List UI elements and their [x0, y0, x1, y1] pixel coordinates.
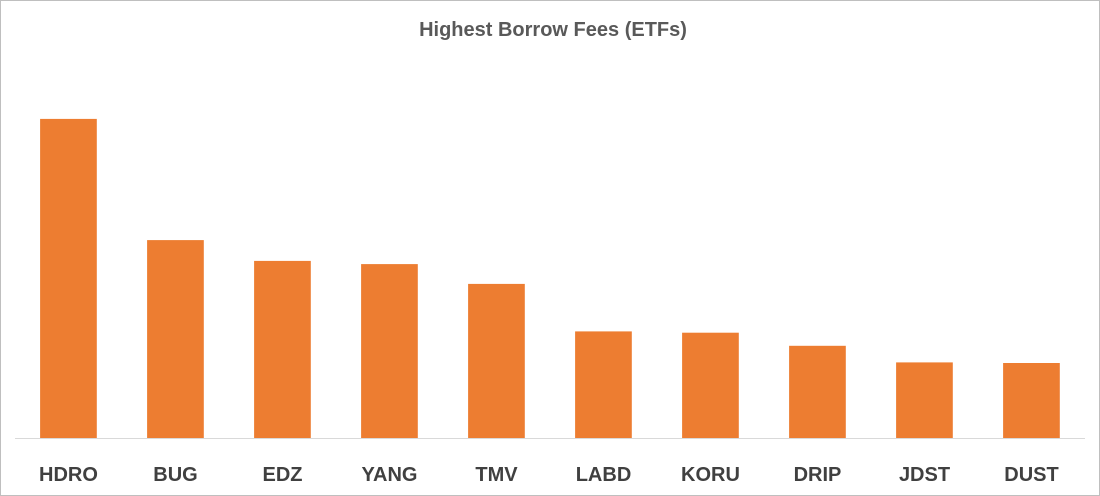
bar-bug [147, 240, 204, 438]
x-tick-labels: HDRO BUG EDZ YANG TMV LABD KORU DRIP JDST DUST [39, 464, 1059, 486]
bar-hdro [40, 118, 97, 439]
x-tick-label-tmv: TMV [475, 464, 518, 486]
bar-koru [682, 332, 739, 438]
x-tick-label-koru: KORU [681, 464, 740, 486]
bar-labd [575, 331, 632, 438]
x-tick-label-yang: YANG [362, 464, 418, 486]
x-tick-label-jdst: JDST [899, 464, 950, 486]
x-tick-label-hdro: HDRO [39, 464, 98, 486]
x-tick-label-dust: DUST [1004, 464, 1058, 486]
bar-drip [789, 345, 846, 438]
bar-dust [1003, 363, 1060, 438]
bar-tmv [468, 283, 525, 438]
bars-group [40, 118, 1060, 439]
x-tick-label-labd: LABD [576, 464, 632, 486]
x-tick-label-drip: DRIP [794, 464, 842, 486]
x-tick-label-edz: EDZ [263, 464, 303, 486]
x-tick-label-bug: BUG [153, 464, 197, 486]
bar-yang [361, 264, 418, 438]
bar-edz [254, 260, 311, 438]
chart-title: Highest Borrow Fees (ETFs) [419, 19, 687, 41]
bar-jdst [896, 362, 953, 438]
